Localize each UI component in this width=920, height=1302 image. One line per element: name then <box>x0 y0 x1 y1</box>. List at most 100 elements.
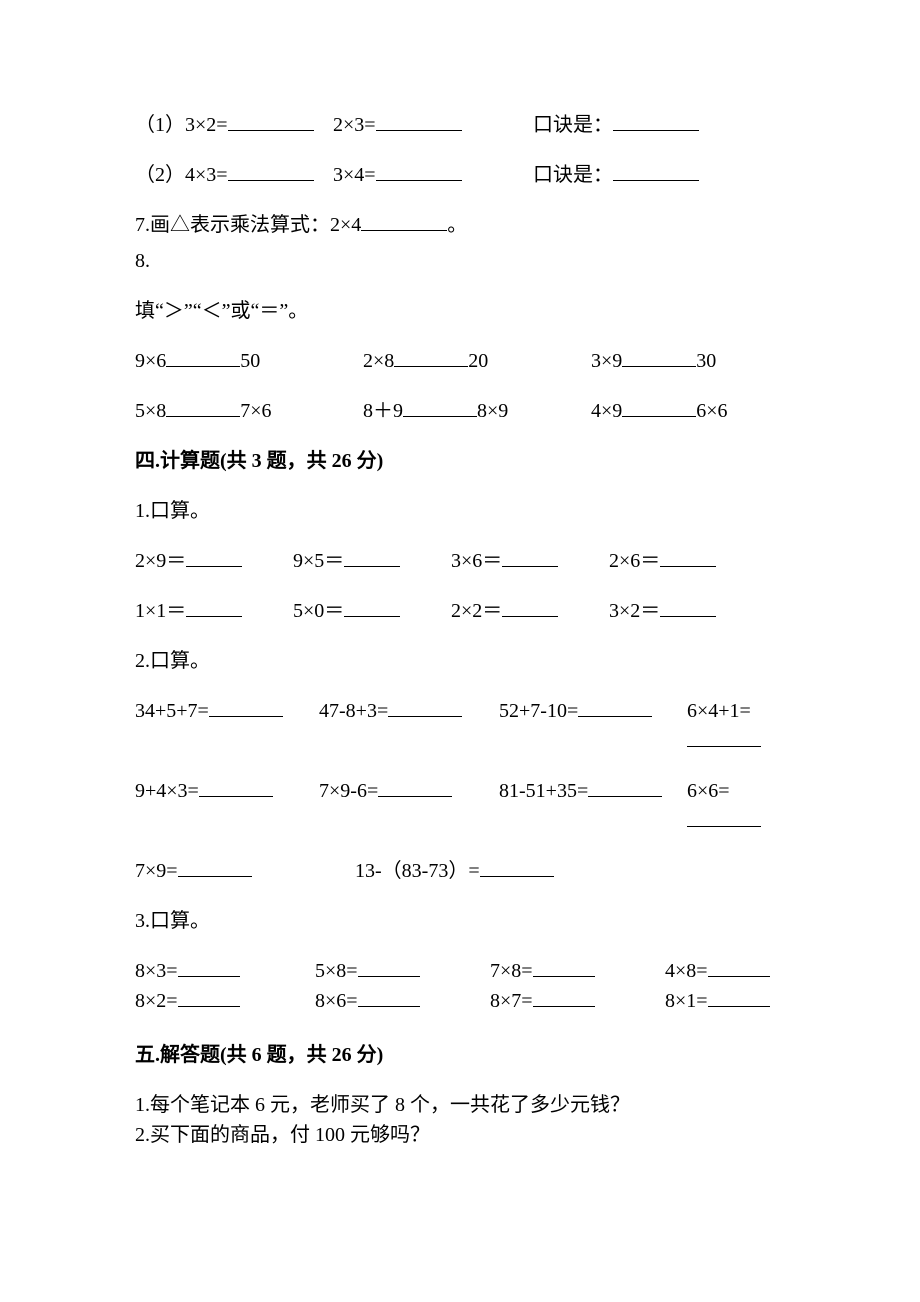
cell: 2×9＝ <box>135 546 293 576</box>
q8-r2-ar: 7×6 <box>240 400 271 422</box>
blank <box>480 856 554 877</box>
expr: 2×6＝ <box>609 550 660 572</box>
q8-r1-br: 20 <box>468 350 488 372</box>
cell: 4×8= <box>665 956 785 986</box>
expr: 7×9-6= <box>319 780 378 802</box>
q6-r2-b-expr: 3×4= <box>333 164 376 186</box>
expr: 34+5+7= <box>135 700 209 722</box>
s4-p1-label: 1.口算。 <box>135 496 785 526</box>
q6-r1-a-expr: 3×2= <box>185 114 228 136</box>
expr: 8×2= <box>135 990 178 1012</box>
q6-r1-b: 2×3= <box>333 110 533 140</box>
s4-p3-row2: 8×2= 8×6= 8×7= 8×1= <box>135 986 785 1016</box>
q8-r1-cl: 3×9 <box>591 350 622 372</box>
s4-p3-row1: 8×3= 5×8= 7×8= 4×8= <box>135 956 785 986</box>
cell: 2×2＝ <box>451 596 609 626</box>
blank <box>708 956 770 977</box>
blank <box>376 160 462 181</box>
expr: 5×8= <box>315 960 358 982</box>
expr: 3×6＝ <box>451 550 502 572</box>
blank <box>178 986 240 1007</box>
cell: 8×2= <box>135 986 315 1016</box>
blank <box>166 346 240 367</box>
cell: 5×0＝ <box>293 596 451 626</box>
blank <box>378 776 452 797</box>
expr: 3×2＝ <box>609 600 660 622</box>
cell: 8×3= <box>135 956 315 986</box>
q8-r2-al: 5×8 <box>135 400 166 422</box>
blank <box>344 596 400 617</box>
expr: 6×4+1= <box>687 700 751 722</box>
q6-r2-c-label: 口诀是： <box>533 164 613 186</box>
section5-heading: 五.解答题(共 6 题，共 26 分) <box>135 1040 785 1070</box>
blank <box>502 546 558 567</box>
blank <box>199 776 273 797</box>
expr: 9+4×3= <box>135 780 199 802</box>
cell: 7×8= <box>490 956 665 986</box>
q8-r2-cl: 4×9 <box>591 400 622 422</box>
q8-r1-ar: 50 <box>240 350 260 372</box>
q8-r2-br: 8×9 <box>477 400 508 422</box>
cell: 3×6＝ <box>451 546 609 576</box>
q8-r2-a: 5×8 7×6 <box>135 396 363 426</box>
q6-r2-index: （2） <box>135 164 185 186</box>
q6-r1-a: （1）3×2= <box>135 110 333 140</box>
blank <box>687 726 761 747</box>
blank <box>358 986 420 1007</box>
section4-heading: 四.计算题(共 3 题，共 26 分) <box>135 446 785 476</box>
expr: 47-8+3= <box>319 700 388 722</box>
blank <box>588 776 662 797</box>
blank <box>186 596 242 617</box>
q8-r1-c: 3×930 <box>591 346 785 376</box>
blank <box>660 546 716 567</box>
q6-row-1: （1）3×2= 2×3= 口诀是： <box>135 110 785 140</box>
q6-r2-a-expr: 4×3= <box>185 164 228 186</box>
expr: 1×1＝ <box>135 600 186 622</box>
cell: 7×9= <box>135 856 355 886</box>
q8-r1-bl: 2×8 <box>363 350 394 372</box>
s4-p3-label: 3.口算。 <box>135 906 785 936</box>
cell: 52+7-10= <box>499 696 687 756</box>
q6-r2-b: 3×4= <box>333 160 533 190</box>
s4-p1-row1: 2×9＝ 9×5＝ 3×6＝ 2×6＝ <box>135 546 785 576</box>
blank <box>394 346 468 367</box>
blank <box>613 160 699 181</box>
blank <box>533 986 595 1007</box>
q7-line: 7.画△表示乘法算式：2×4。 <box>135 210 785 240</box>
blank <box>376 110 462 131</box>
expr: 7×9= <box>135 860 178 882</box>
blank <box>578 696 652 717</box>
cell: 34+5+7= <box>135 696 319 756</box>
cell: 9×5＝ <box>293 546 451 576</box>
q8-row-1: 9×6 50 2×8 20 3×930 <box>135 346 785 376</box>
blank <box>613 110 699 131</box>
expr: 8×7= <box>490 990 533 1012</box>
blank <box>533 956 595 977</box>
expr: 6×6= <box>687 780 730 802</box>
cell: 3×2＝ <box>609 596 785 626</box>
cell: 1×1＝ <box>135 596 293 626</box>
q8-r1-al: 9×6 <box>135 350 166 372</box>
q6-r1-b-expr: 2×3= <box>333 114 376 136</box>
s4-p2-row2: 9+4×3= 7×9-6= 81-51+35= 6×6= <box>135 776 785 836</box>
blank <box>178 856 252 877</box>
q6-r1-index: （1） <box>135 114 185 136</box>
expr: 52+7-10= <box>499 700 578 722</box>
q8-r2-c: 4×9 6×6 <box>591 396 785 426</box>
blank <box>403 396 477 417</box>
s4-p2-row3: 7×9= 13-（83-73）= <box>135 856 785 886</box>
q8-label: 8. <box>135 246 785 276</box>
q8-r2-bl: 8＋9 <box>363 400 403 422</box>
s4-p1-row2: 1×1＝ 5×0＝ 2×2＝ 3×2＝ <box>135 596 785 626</box>
blank <box>622 346 696 367</box>
blank <box>502 596 558 617</box>
expr: 81-51+35= <box>499 780 588 802</box>
expr: 13-（83-73）= <box>355 860 480 882</box>
expr: 5×0＝ <box>293 600 344 622</box>
q7-suffix: 。 <box>447 214 467 236</box>
q8-r2-cr: 6×6 <box>696 400 727 422</box>
q6-r1-c-label: 口诀是： <box>533 114 613 136</box>
q6-row-2: （2）4×3= 3×4= 口诀是： <box>135 160 785 190</box>
q8-instruction: 填“＞”“＜”或“＝”。 <box>135 296 785 326</box>
expr: 9×5＝ <box>293 550 344 572</box>
